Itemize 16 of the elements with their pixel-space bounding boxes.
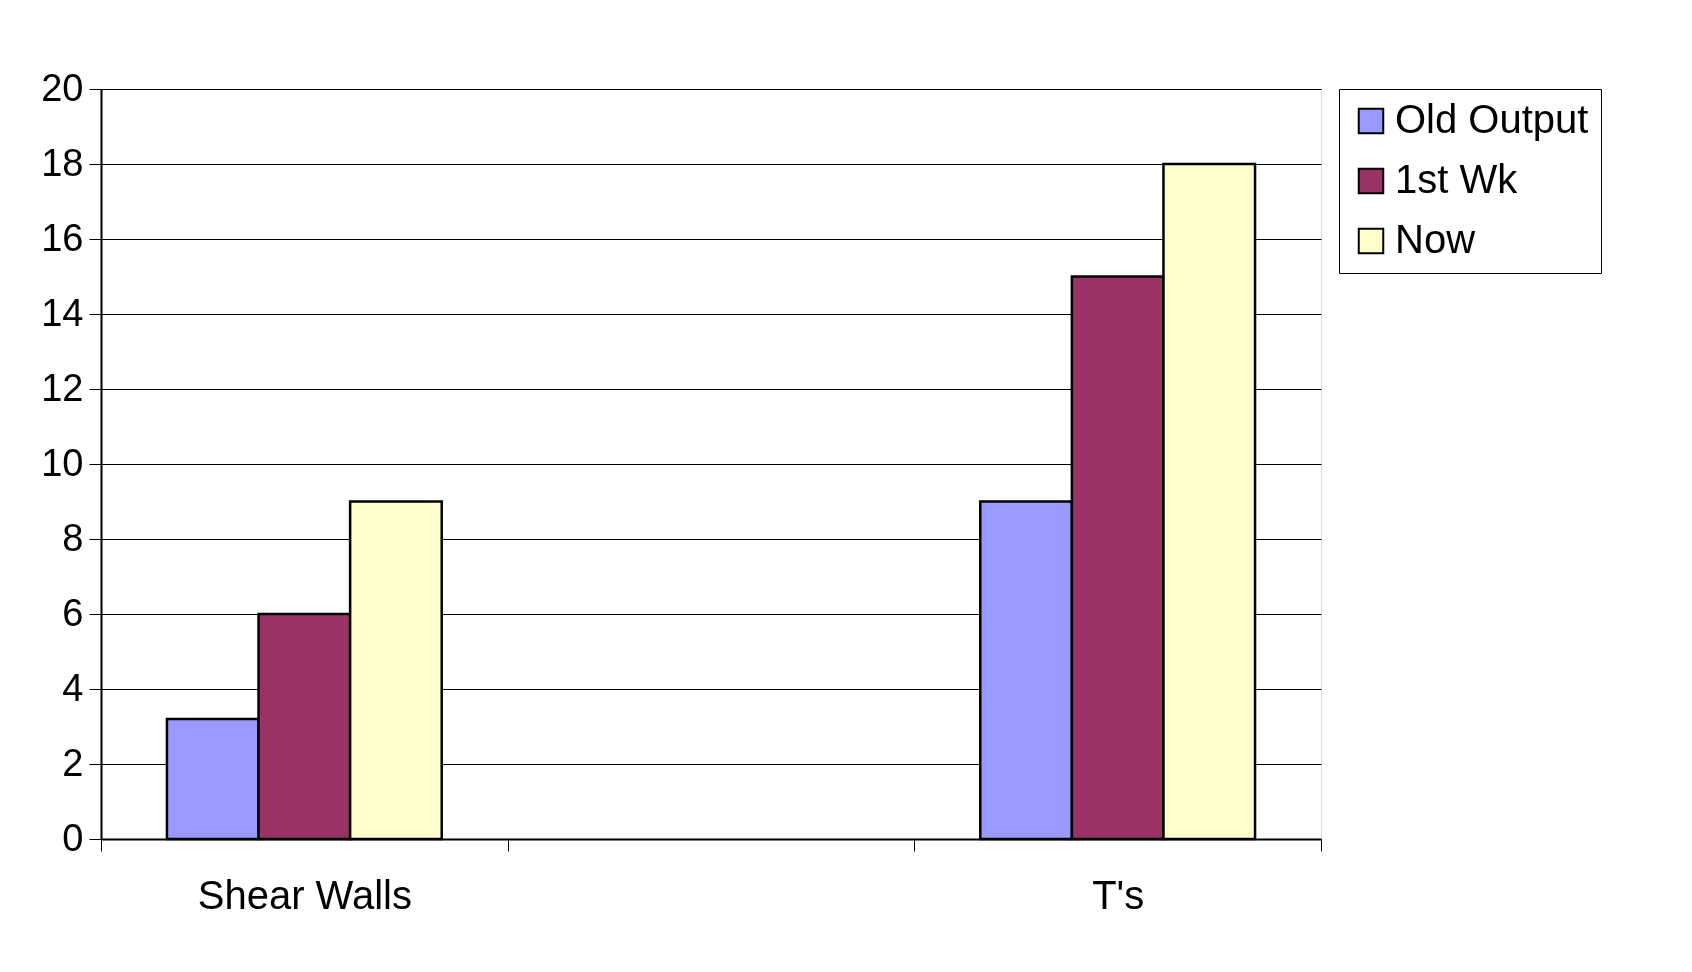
y-tick-label: 4 [62, 666, 84, 709]
y-tick-label: 18 [41, 141, 84, 184]
legend-label: 1st Wk [1395, 157, 1519, 201]
y-tick-label: 20 [41, 66, 84, 109]
y-tick-label: 12 [41, 366, 84, 409]
legend-label: Old Output [1395, 97, 1589, 141]
y-tick-label: 16 [41, 216, 84, 259]
y-tick-label: 10 [41, 441, 84, 484]
y-tick-label: 8 [62, 516, 84, 559]
y-tick-label: 6 [62, 591, 84, 634]
y-tick-label: 0 [62, 816, 84, 859]
y-tick-label: 2 [62, 741, 84, 784]
x-tick-label: T's [1092, 872, 1145, 917]
x-tick-label: Shear Walls [197, 872, 412, 917]
y-tick-label: 14 [41, 291, 84, 334]
legend-label: Now [1395, 217, 1476, 261]
